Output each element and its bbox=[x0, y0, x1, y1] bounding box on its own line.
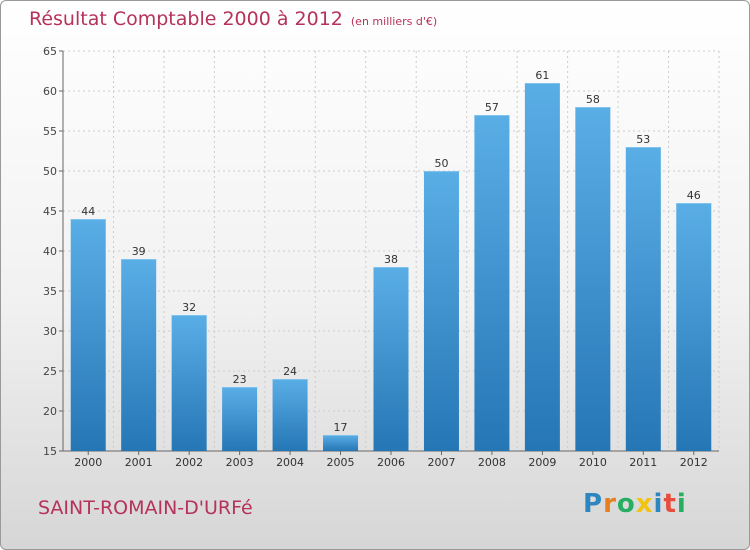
title-units: (en milliers d'€) bbox=[350, 15, 438, 28]
x-tick-label: 2002 bbox=[175, 456, 203, 469]
data-label: 57 bbox=[485, 101, 499, 114]
bar bbox=[272, 379, 308, 451]
data-label: 32 bbox=[182, 301, 196, 314]
bar bbox=[625, 147, 661, 451]
y-tick-label: 50 bbox=[43, 165, 57, 178]
bar bbox=[121, 259, 157, 451]
bar bbox=[222, 387, 258, 451]
y-tick-label: 35 bbox=[43, 285, 57, 298]
x-tick-label: 2012 bbox=[680, 456, 708, 469]
data-label: 53 bbox=[636, 133, 650, 146]
y-tick-label: 65 bbox=[43, 45, 57, 58]
bar bbox=[524, 83, 560, 451]
bar bbox=[70, 219, 106, 451]
x-tick-label: 2007 bbox=[427, 456, 455, 469]
bar bbox=[474, 115, 510, 451]
y-tick-label: 25 bbox=[43, 365, 57, 378]
logo-letter: r bbox=[603, 489, 617, 519]
bar bbox=[171, 315, 207, 451]
title-text: Résultat Comptable 2000 à 2012 bbox=[29, 8, 343, 30]
data-label: 23 bbox=[233, 373, 247, 386]
y-tick-label: 20 bbox=[43, 405, 57, 418]
logo-letter: o bbox=[616, 489, 636, 519]
x-tick-label: 2004 bbox=[276, 456, 304, 469]
data-label: 38 bbox=[384, 253, 398, 266]
logo-letter: i bbox=[676, 489, 687, 519]
bar bbox=[676, 203, 712, 451]
x-tick-label: 2005 bbox=[327, 456, 355, 469]
logo-letter: i bbox=[653, 489, 664, 519]
y-tick-label: 30 bbox=[43, 325, 57, 338]
x-tick-label: 2006 bbox=[377, 456, 405, 469]
data-label: 50 bbox=[434, 157, 448, 170]
y-tick-label: 55 bbox=[43, 125, 57, 138]
logo-letter: x bbox=[635, 489, 654, 519]
data-label: 46 bbox=[687, 189, 701, 202]
data-label: 24 bbox=[283, 365, 297, 378]
logo-letter: t bbox=[663, 489, 677, 519]
bar bbox=[373, 267, 409, 451]
y-tick-label: 15 bbox=[43, 445, 57, 458]
bar bbox=[575, 107, 611, 451]
data-labels: 44 39 32 23 24 17 38 50 57 61 58 53 46 bbox=[81, 69, 701, 434]
place-name: SAINT-ROMAIN-D'URFé bbox=[38, 497, 253, 519]
data-label: 44 bbox=[81, 205, 95, 218]
x-tick-label: 2008 bbox=[478, 456, 506, 469]
bars bbox=[70, 83, 712, 451]
y-tick-label: 40 bbox=[43, 245, 57, 258]
data-label: 58 bbox=[586, 93, 600, 106]
x-tick-label: 2009 bbox=[528, 456, 556, 469]
data-label: 39 bbox=[132, 245, 146, 258]
y-tick-label: 60 bbox=[43, 85, 57, 98]
data-label: 17 bbox=[334, 421, 348, 434]
x-tick-label: 2001 bbox=[125, 456, 153, 469]
logo-letter: P bbox=[583, 489, 604, 519]
bar bbox=[423, 171, 459, 451]
x-tick-label: 2011 bbox=[629, 456, 657, 469]
data-label: 61 bbox=[535, 69, 549, 82]
y-tick-label: 45 bbox=[43, 205, 57, 218]
proxiti-logo: Proxiti bbox=[583, 489, 687, 519]
x-tick-label: 2003 bbox=[226, 456, 254, 469]
x-tick-label: 2000 bbox=[74, 456, 102, 469]
chart-title: Résultat Comptable 2000 à 2012 (en millie… bbox=[29, 8, 437, 30]
bar bbox=[323, 435, 359, 451]
x-tick-label: 2010 bbox=[579, 456, 607, 469]
